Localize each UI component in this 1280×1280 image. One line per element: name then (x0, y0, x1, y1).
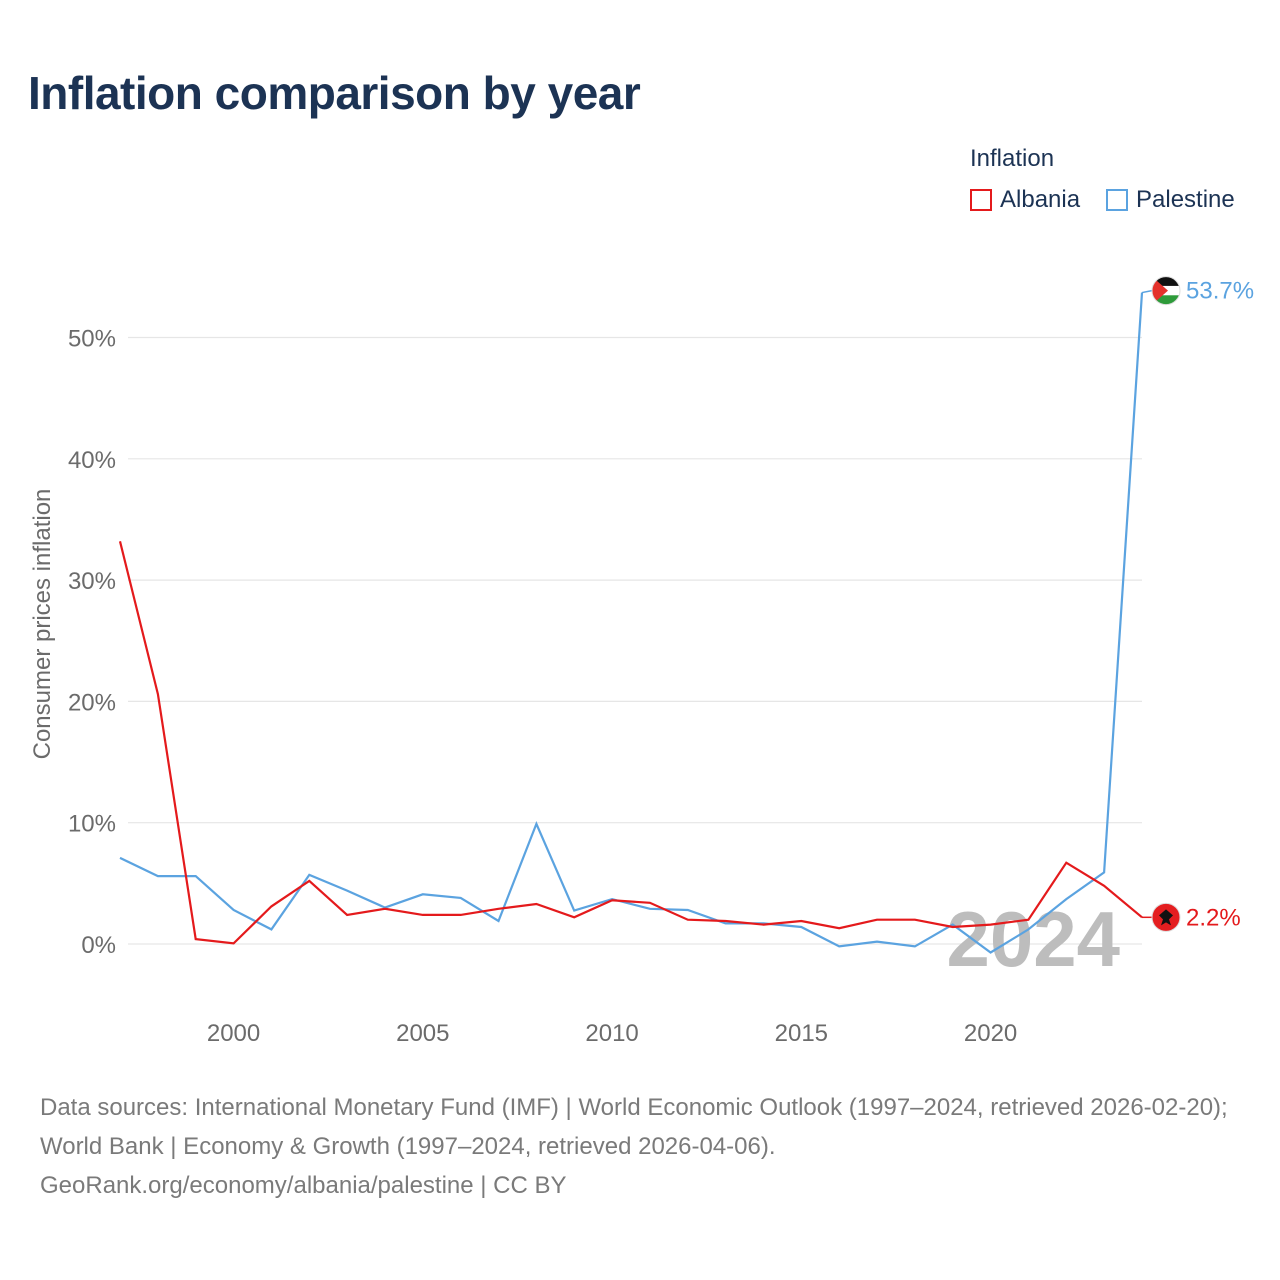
legend-item-palestine[interactable]: Palestine (1106, 186, 1235, 214)
y-tick-label: 30% (68, 568, 116, 595)
y-tick-label: 10% (68, 811, 116, 838)
end-label-albania: 2.2% (1186, 904, 1241, 931)
palestine-flag (1151, 276, 1181, 306)
albania-flag (1151, 902, 1181, 932)
data-sources-footer: Data sources: International Monetary Fun… (40, 1088, 1250, 1205)
line-chart: 0% 10% 20% 30% 40% 50% 2000 2005 2010 2015 2020 Con… (29, 276, 1254, 1047)
footer-sources: Data sources: International Monetary Fun… (40, 1094, 1228, 1160)
series-line-palestine (119, 292, 1144, 954)
x-tick-label: 2015 (775, 1020, 828, 1047)
end-connector-palestine (1141, 289, 1153, 294)
year-watermark: 2024 (946, 895, 1120, 983)
y-tick-label: 40% (68, 447, 116, 474)
legend-label-palestine: Palestine (1136, 186, 1235, 213)
legend-swatch-palestine (1106, 189, 1128, 211)
y-tick-label: 0% (81, 932, 116, 959)
x-tick-label: 2010 (585, 1020, 638, 1047)
legend-label-albania: Albania (1000, 186, 1081, 213)
end-label-palestine: 53.7% (1186, 278, 1254, 305)
legend-item-albania[interactable]: Albania (970, 186, 1080, 214)
y-axis-title: Consumer prices inflation (29, 489, 56, 760)
x-tick-label: 2005 (396, 1020, 449, 1047)
y-tick-label: 20% (68, 689, 116, 716)
y-tick-label: 50% (68, 326, 116, 353)
x-tick-label: 2000 (207, 1020, 260, 1047)
chart-title: Inflation comparison by year (28, 67, 641, 119)
x-tick-label: 2020 (964, 1020, 1017, 1047)
legend-title: Inflation (970, 145, 1055, 172)
footer-credit: GeoRank.org/economy/albania/palestine | … (40, 1172, 567, 1199)
series-line-albania (118, 541, 1143, 945)
legend-swatch-albania (970, 189, 992, 211)
